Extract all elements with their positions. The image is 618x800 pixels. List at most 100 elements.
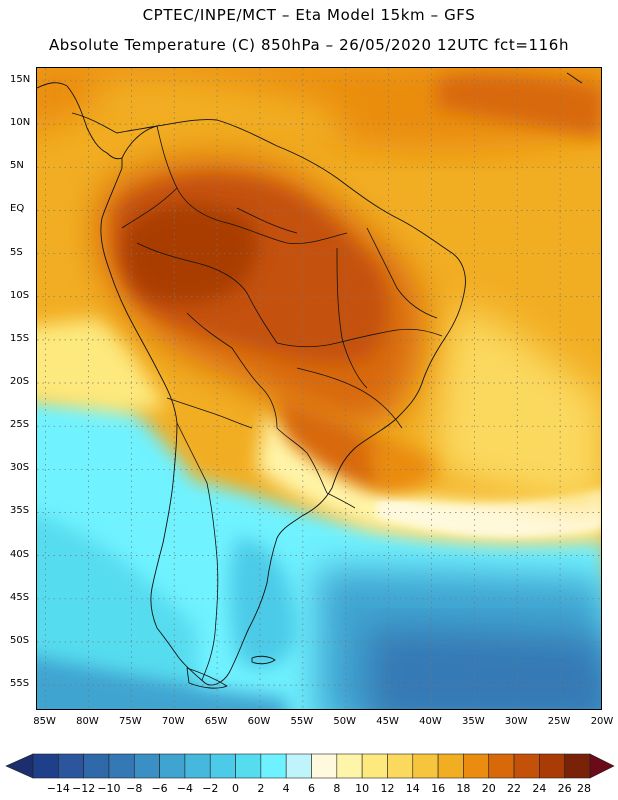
colorbar-swatch [184,753,211,779]
lat-label: 20S [10,376,30,388]
border-chile-argentina [176,422,219,681]
lon-label: 60W [247,716,271,727]
border-brazil-states [296,367,403,429]
colorbar-label: 0 [232,782,240,795]
colorbar-label: −10 [97,782,121,795]
field-north-atlantic-hot [437,73,601,138]
lat-label: 10S [10,289,30,301]
lon-label: 55W [290,716,314,727]
border-brazil-states-2 [336,247,368,389]
country-borders [121,125,443,681]
lat-label: 5S [10,246,23,258]
field-peru-coast [37,318,167,413]
lon-label: 40W [419,716,442,727]
field-southeast-brazil [367,444,437,492]
colorbar-swatch [336,753,363,779]
colorbar-swatch [285,753,312,779]
colorbar-swatch [412,753,439,779]
colorbar-label: 28 [577,782,591,795]
colorbar-label: 2 [257,782,265,795]
colorbar-swatch [463,753,490,779]
colorbar-label: 24 [532,782,547,795]
lon-label: 75W [119,716,142,727]
lat-label: 55S [10,678,30,690]
lon-label: 80W [76,716,99,727]
field-parana-hot [277,398,398,488]
coastline-tierra-del-fuego [186,667,228,689]
colorbar-label: −8 [126,782,143,795]
border-bolivia [186,312,278,429]
lon-label: 45W [376,716,399,727]
colorbar-label: −6 [151,782,168,795]
title-line-2: Absolute Temperature (C) 850hPa – 26/05/… [48,36,570,54]
lat-label: 50S [10,634,30,646]
coastlines [37,72,583,689]
colorbar-swatch [108,753,135,779]
colorbar-swatch [260,753,287,779]
lat-label: 45S [10,591,30,603]
field-atlantic-warm [437,308,601,508]
colorbar-label: 26 [557,782,572,795]
lon-label: 85W [33,716,56,727]
coastline-central-america [37,82,123,160]
lon-label: 65W [204,716,228,727]
colorbar-swatch [83,753,110,779]
colorbar-label: 4 [282,782,290,795]
colorbar-label: 18 [456,782,471,795]
colorbar-label: 16 [431,782,446,795]
coastline-antilles [566,72,583,84]
field-cool-pacific [37,514,197,709]
field-patagonia [229,538,297,669]
lat-label: 15N [10,73,31,85]
colorbar-label: −12 [72,782,96,795]
colorbar-swatch [311,753,338,779]
border-paraguay [276,427,328,494]
colorbar-swatch [513,753,540,779]
colorbar-swatch [488,753,515,779]
colorbar-swatch [361,753,388,779]
lat-lon-grid [37,68,601,709]
colorbar-label: 8 [333,782,341,795]
lon-label: 35W [462,716,485,727]
lat-label: 5N [10,160,24,172]
colorbar-label: 22 [507,782,522,795]
colorbar-swatch [539,753,565,779]
colorbar-label: 20 [481,782,496,795]
lat-label: EQ [10,203,25,215]
field-south-pacific [37,656,287,709]
colorbar-swatch [58,753,84,779]
lon-label: 20W [590,716,614,727]
field-atlantic-cold [367,628,601,709]
lat-label: 40S [10,548,30,560]
colorbar-swatch [437,753,464,779]
border-chile-bolivia [166,397,253,429]
lon-label: 70W [161,716,185,727]
border-guianas [236,207,298,234]
colorbar-swatch [32,753,59,779]
border-peru-brazil [136,242,278,344]
border-venezuela-brazil [226,222,348,245]
lat-label: 10N [10,117,31,129]
lat-label: 35S [10,505,30,517]
colorbar-label: −4 [176,782,194,795]
lon-label: 25W [547,716,571,727]
colorbar [5,753,615,779]
colorbar-label: −2 [202,782,219,795]
lat-label: 30S [10,462,30,474]
colorbar-swatch [387,753,414,779]
colorbar-label: 10 [355,782,370,795]
field-amazon-core [124,204,258,303]
coastline-panama [71,112,158,134]
border-uruguay [326,492,356,509]
colorbar-swatch [159,753,186,779]
border-colombia-ecuador [121,187,178,229]
map-canvas [37,68,601,709]
colorbar-swatch [564,753,591,779]
colorbar-max-arrow [589,753,615,779]
colorbar-label: 6 [308,782,315,795]
colorbar-label: 14 [405,782,420,795]
colorbar-swatch [235,753,262,779]
coastline-falklands [251,655,276,665]
title-line-1: CPTEC/INPE/MCT – Eta Model 15km – GFS [142,6,476,24]
colorbar-label: 12 [380,782,395,795]
